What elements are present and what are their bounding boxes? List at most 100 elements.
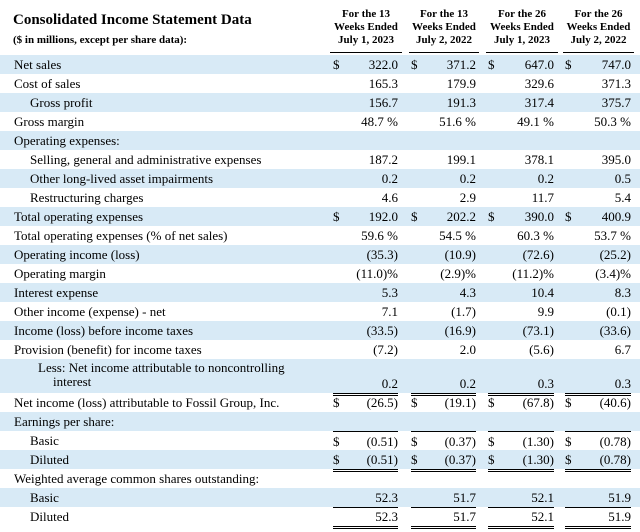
value-cell: 0.2 — [411, 374, 476, 396]
value-cell: $202.2 — [411, 207, 476, 226]
currency-symbol: $ — [333, 395, 340, 410]
row-label-text: Basic — [30, 490, 59, 505]
row-label-text: Basic — [30, 433, 59, 448]
cell-value: (11.0)% — [356, 266, 398, 281]
cell-value: 747.0 — [601, 57, 631, 72]
row-label: Diluted — [30, 507, 69, 526]
value-cell: 9.9 — [488, 302, 554, 321]
value-cell: (33.5) — [333, 321, 398, 340]
cell-value: 191.3 — [446, 95, 476, 110]
cell-value: (19.1) — [444, 395, 476, 410]
cell-value: 52.1 — [531, 509, 554, 524]
row-label-text: Net sales — [14, 57, 62, 72]
table-row: Gross profit 156.7 191.3 317.4 375.7 — [0, 93, 640, 112]
currency-symbol: $ — [411, 434, 418, 449]
cell-value: (73.1) — [522, 323, 554, 338]
cell-value: (1.7) — [451, 304, 476, 319]
value-cell: 317.4 — [488, 93, 554, 112]
value-cell: 329.6 — [488, 74, 554, 94]
table-row: Other long-lived asset impairments 0.2 0.2… — [0, 169, 640, 188]
column-header: For the 26 Weeks Ended July 1, 2023 — [486, 5, 558, 53]
cell-value: (3.4)% — [595, 266, 631, 281]
table-row: Basic 52.3 51.7 52.1 51.9 — [0, 488, 640, 508]
currency-symbol: $ — [565, 452, 572, 467]
cell-value: (0.37) — [444, 434, 476, 449]
value-cell: 60.3 % — [488, 226, 554, 245]
value-cell: $371.2 — [411, 55, 476, 74]
value-cell: 48.7 % — [333, 112, 398, 131]
currency-symbol: $ — [411, 452, 418, 467]
currency-symbol: $ — [411, 395, 418, 410]
cell-value: 9.9 — [537, 304, 554, 319]
value-cell: 6.7 — [565, 340, 631, 360]
table-row: Operating expenses: — [0, 131, 640, 150]
cell-value: (16.9) — [444, 323, 476, 338]
cell-value: 395.0 — [601, 152, 631, 167]
table-title: Consolidated Income Statement Data — [13, 12, 252, 28]
cell-value: 0.3 — [614, 376, 631, 391]
cell-value: 59.6 % — [361, 228, 398, 243]
cell-value: (26.5) — [366, 395, 398, 410]
cell-value: 375.7 — [601, 95, 631, 110]
table-row: Provision (benefit) for income taxes (7.2… — [0, 340, 640, 360]
value-cell: (11.0)% — [333, 264, 398, 283]
cell-value: (0.37) — [444, 452, 476, 467]
value-cell: 54.5 % — [411, 226, 476, 245]
table-row: Basic $ (0.51) $ (0.37) $ (1.30) $ (0.78) — [0, 431, 640, 452]
row-label-text: Total operating expenses — [14, 209, 144, 224]
row-label-text: Diluted — [30, 452, 69, 467]
cell-value: 322.0 — [368, 57, 398, 72]
row-label-text: Operating margin — [14, 266, 106, 281]
cell-value: 10.4 — [531, 285, 554, 300]
cell-value: 2.0 — [459, 342, 476, 357]
value-cell: 0.2 — [333, 169, 398, 188]
row-label: Operating margin — [14, 264, 106, 283]
table-row: Cost of sales 165.3 179.9 329.6 371.3 — [0, 74, 640, 94]
value-cell: 10.4 — [488, 283, 554, 302]
cell-value: 52.1 — [531, 490, 554, 505]
row-label: Weighted average common shares outstandi… — [14, 469, 259, 488]
value-cell: (2.9)% — [411, 264, 476, 283]
row-label: Other income (expense) - net — [14, 302, 166, 321]
currency-symbol: $ — [488, 395, 495, 410]
row-label: Cost of sales — [14, 74, 80, 93]
value-cell: (3.4)% — [565, 264, 631, 283]
cell-value: 54.5 % — [439, 228, 476, 243]
table-row: Total operating expenses (% of net sales… — [0, 226, 640, 245]
row-label: Selling, general and administrative expe… — [30, 150, 261, 169]
cell-value: (10.9) — [444, 247, 476, 262]
value-cell: 11.7 — [488, 188, 554, 208]
value-cell: 7.1 — [333, 302, 398, 321]
cell-value: 50.3 % — [594, 114, 631, 129]
value-cell: 51.9 — [565, 507, 631, 529]
value-cell — [488, 412, 554, 431]
value-cell: 49.1 % — [488, 112, 554, 131]
value-cell: $ (1.30) — [488, 450, 554, 472]
cell-value: 647.0 — [524, 57, 554, 72]
cell-value: 49.1 % — [517, 114, 554, 129]
value-cell: 51.7 — [411, 488, 476, 508]
currency-symbol: $ — [565, 209, 572, 224]
cell-value: 4.6 — [381, 190, 398, 205]
value-cell: 4.6 — [333, 188, 398, 208]
column-header-line: July 1, 2023 — [338, 34, 394, 46]
value-cell: (10.9) — [411, 245, 476, 264]
value-cell: 378.1 — [488, 150, 554, 169]
row-label-text: Gross margin — [14, 114, 85, 129]
row-label-text: Operating income (loss) — [14, 247, 140, 262]
value-cell: 59.6 % — [333, 226, 398, 245]
cell-value: (40.6) — [599, 395, 631, 410]
table-row: Weighted average common shares outstandi… — [0, 469, 640, 488]
table-row: Interest expense 5.3 4.3 10.4 8.3 — [0, 283, 640, 302]
cell-value: (0.78) — [599, 452, 631, 467]
row-label: Income (loss) before income taxes — [14, 321, 193, 340]
value-cell: 52.3 — [333, 507, 398, 529]
cell-value: 51.7 — [453, 509, 476, 524]
currency-symbol: $ — [565, 434, 572, 449]
cell-value: (11.2)% — [512, 266, 554, 281]
row-label-text: Weighted average common shares outstandi… — [14, 471, 260, 486]
cell-value: 156.7 — [368, 95, 398, 110]
currency-symbol: $ — [333, 452, 340, 467]
row-label: Operating income (loss) — [14, 245, 140, 264]
row-label-text: Income (loss) before income taxes — [14, 323, 194, 338]
